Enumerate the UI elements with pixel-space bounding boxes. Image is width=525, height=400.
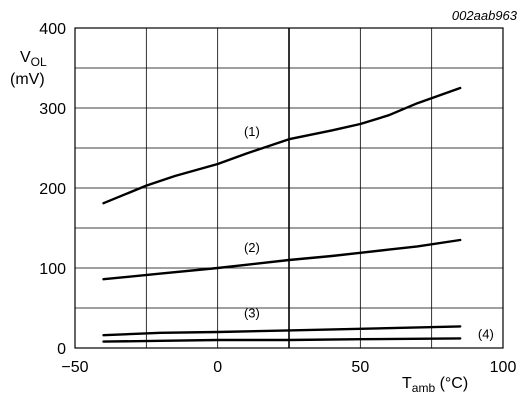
x-axis-label-unit: (°C) [435, 375, 468, 392]
curve-label-2: (2) [244, 240, 260, 255]
series-line-4 [102, 337, 462, 343]
series-line-1 [102, 86, 462, 205]
y-axis-label-sub: OL [31, 55, 47, 69]
curves [102, 86, 462, 343]
x-axis-label: Tamb (°C) [402, 375, 468, 395]
x-tick-label: 0 [213, 359, 222, 376]
grid [75, 28, 503, 348]
x-tick-label: 50 [351, 359, 369, 376]
y-axis-unit: (mV) [10, 71, 45, 88]
x-tick-labels: −50 0 50 100 [61, 359, 516, 376]
curve-label-3: (3) [244, 306, 260, 321]
x-axis-label-sub: amb [412, 381, 436, 395]
y-axis-label: VOL [20, 49, 47, 69]
x-tick-label: 100 [490, 359, 517, 376]
curve-label-1: (1) [244, 124, 260, 139]
y-tick-label: 400 [39, 21, 66, 38]
curve-labels: (1) (2) (3) (4) [244, 124, 494, 341]
series-line-2 [102, 238, 462, 281]
figure-code: 002aab963 [452, 8, 518, 23]
x-axis-label-main: T [402, 375, 412, 392]
y-tick-labels: 0 100 200 300 400 [39, 21, 66, 358]
y-tick-label: 300 [39, 101, 66, 118]
y-tick-label: 200 [39, 181, 66, 198]
x-tick-label: −50 [61, 359, 88, 376]
series-line-3 [102, 325, 462, 337]
y-axis-label-main: V [20, 49, 31, 66]
curve-label-4: (4) [478, 326, 494, 341]
plot-frame [74, 27, 504, 349]
y-tick-label: 100 [39, 261, 66, 278]
y-tick-label: 0 [57, 341, 66, 358]
